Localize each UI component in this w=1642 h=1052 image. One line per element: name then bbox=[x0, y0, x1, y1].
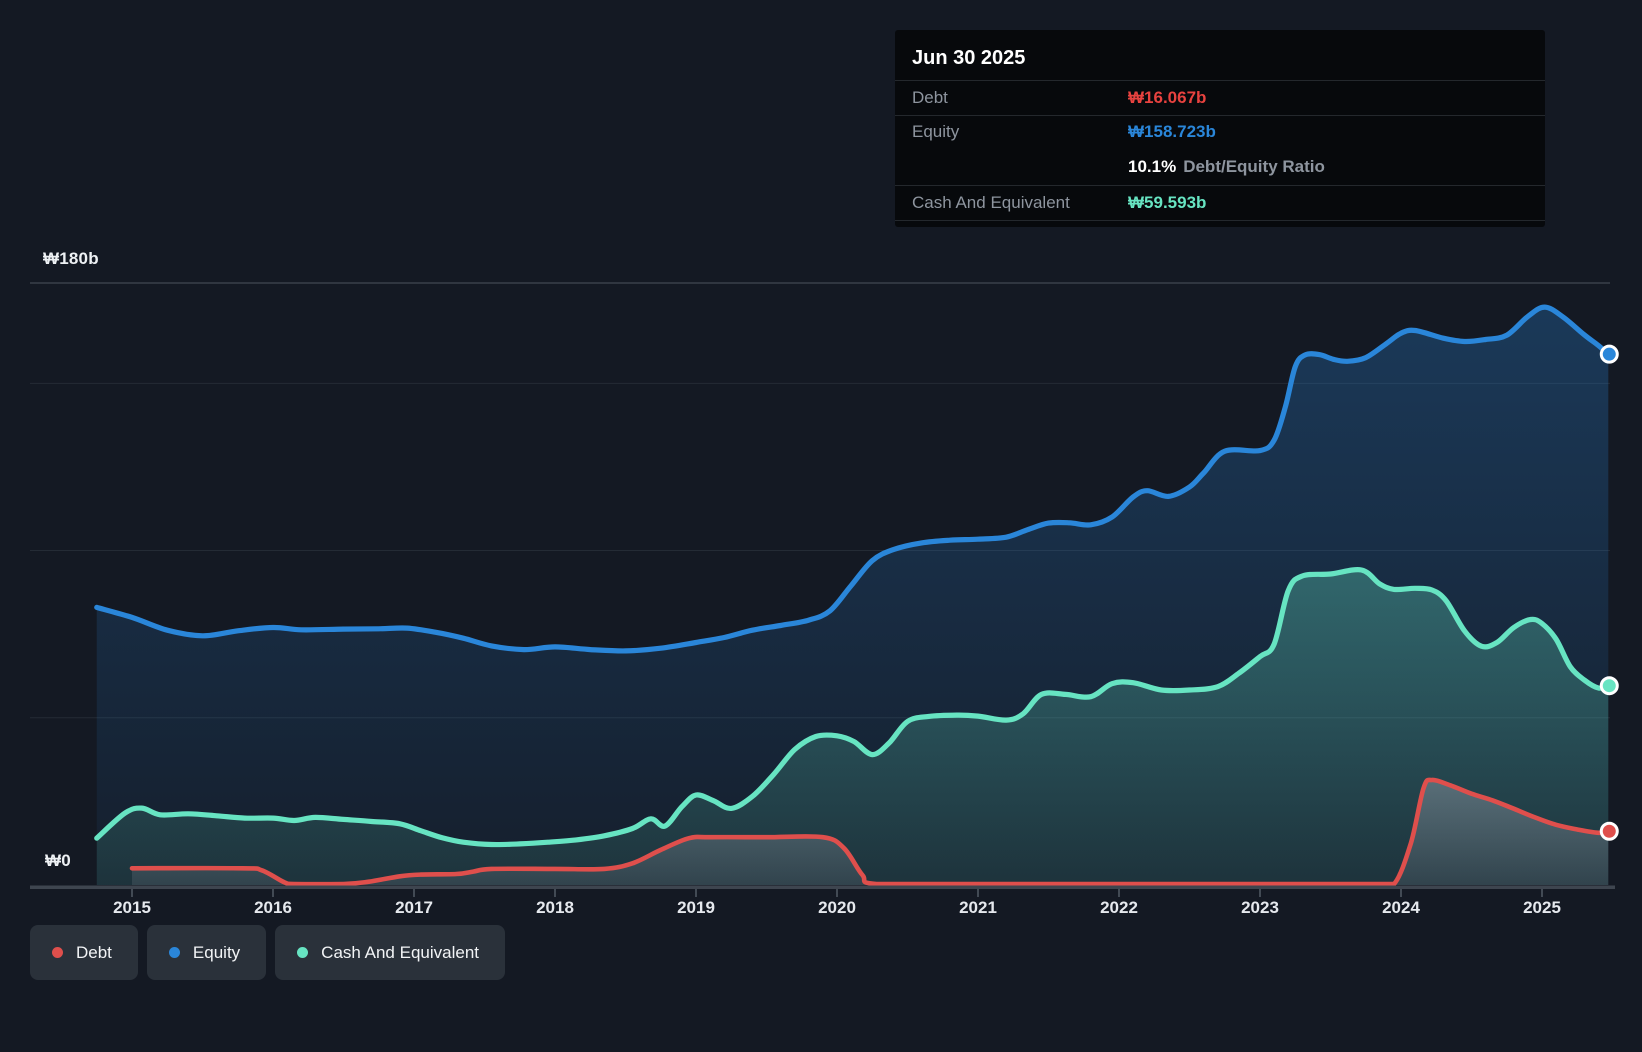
x-axis-label-2020: 2020 bbox=[818, 898, 856, 917]
x-axis-label-2024: 2024 bbox=[1382, 898, 1420, 917]
chart-legend: Debt Equity Cash And Equivalent bbox=[30, 925, 506, 980]
x-axis-label-2018: 2018 bbox=[536, 898, 574, 917]
x-axis-tick bbox=[977, 889, 979, 897]
legend-item-debt[interactable]: Debt bbox=[30, 925, 138, 980]
x-axis-tick bbox=[836, 889, 838, 897]
debt-line[interactable] bbox=[129, 777, 1611, 887]
chart-tooltip: Jun 30 2025 Debt ₩16.067b Equity ₩158.723b 1… bbox=[895, 30, 1545, 227]
x-axis-tick bbox=[131, 889, 133, 897]
x-axis-tick bbox=[1259, 889, 1261, 897]
x-axis-tick bbox=[1118, 889, 1120, 897]
x-axis-tick bbox=[695, 889, 697, 897]
legend-label: Equity bbox=[192, 942, 241, 962]
legend-item-cash-and-equivalent[interactable]: Cash And Equivalent bbox=[275, 925, 506, 980]
debt-endpoint-marker[interactable] bbox=[1599, 821, 1619, 841]
ratio-label: Debt/Equity Ratio bbox=[1183, 156, 1325, 176]
x-axis-label-2017: 2017 bbox=[395, 898, 433, 917]
tooltip-label: Cash And Equivalent bbox=[912, 193, 1070, 212]
tooltip-date: Jun 30 2025 bbox=[895, 30, 1545, 81]
legend-label: Debt bbox=[76, 942, 112, 962]
x-axis-tick bbox=[413, 889, 415, 897]
y-axis-zero-label: ₩0 bbox=[45, 851, 71, 870]
legend-dot-equity bbox=[168, 947, 180, 958]
x-axis-label-2023: 2023 bbox=[1241, 898, 1279, 917]
tooltip-value: ₩59.593b bbox=[1128, 193, 1207, 212]
tooltip-label: Debt bbox=[912, 88, 948, 107]
x-axis-tick bbox=[272, 889, 274, 897]
equity-endpoint-marker[interactable] bbox=[1599, 344, 1619, 364]
x-axis-label-2016: 2016 bbox=[254, 898, 292, 917]
x-axis-tick bbox=[1400, 889, 1402, 897]
tooltip-row-equity: Equity ₩158.723b bbox=[895, 116, 1545, 148]
y-axis-top-label: ₩180b bbox=[43, 249, 99, 268]
x-axis-tick bbox=[1541, 889, 1543, 897]
legend-label: Cash And Equivalent bbox=[321, 942, 480, 962]
tooltip-value: ₩158.723b bbox=[1128, 122, 1216, 141]
x-axis-label-2022: 2022 bbox=[1100, 898, 1138, 917]
equity-line[interactable] bbox=[94, 304, 1611, 654]
tooltip-label: Equity bbox=[912, 122, 960, 141]
legend-dot-cash bbox=[297, 947, 309, 958]
x-axis-label-2019: 2019 bbox=[677, 898, 715, 917]
legend-item-equity[interactable]: Equity bbox=[146, 925, 267, 980]
x-axis-label-2015: 2015 bbox=[113, 898, 151, 917]
cash-line[interactable] bbox=[94, 567, 1611, 848]
x-axis-label-2021: 2021 bbox=[959, 898, 997, 917]
tooltip-row-cash-and-equivalent: Cash And Equivalent ₩59.593b bbox=[895, 186, 1545, 221]
x-axis-tick bbox=[554, 889, 556, 897]
x-axis-line bbox=[30, 885, 1615, 889]
cash-area bbox=[96, 569, 1609, 885]
x-axis-label-2025: 2025 bbox=[1523, 898, 1561, 917]
tooltip-value: ₩16.067b bbox=[1128, 88, 1207, 107]
legend-dot-debt bbox=[52, 947, 63, 958]
tooltip-row-ratio: 10.1% Debt/Equity Ratio bbox=[895, 148, 1545, 186]
cash-endpoint-marker[interactable] bbox=[1599, 676, 1619, 696]
tooltip-row-debt: Debt ₩16.067b bbox=[895, 81, 1545, 116]
ratio-percent: 10.1% bbox=[1128, 156, 1177, 176]
